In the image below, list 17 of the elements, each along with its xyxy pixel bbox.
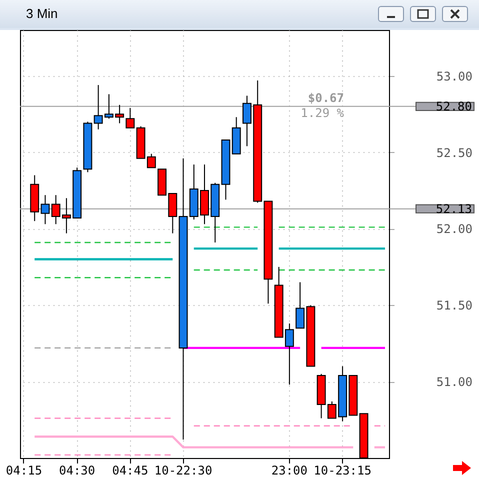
x-tick-label: 10-22:30 [154,464,212,478]
y-tick-label: 51.00 [436,375,472,390]
candlestick [126,107,135,128]
chart-title: 3 Min [26,6,58,21]
ref-line-label: 52.13 [436,202,472,216]
x-tick-label: 04:45 [112,464,148,478]
annotation: 1.29 % [300,106,345,120]
ref-line-label: 52.80 [436,99,472,114]
y-tick-label: 53.00 [436,69,472,84]
x-tick-label: 04:30 [59,464,96,478]
y-tick-label: 52.00 [436,222,472,236]
x-tick-label: 04:15 [6,464,42,478]
x-tick-label: 10-23:15 [314,464,372,478]
x-tick-label: 23:00 [271,464,308,478]
annotation: $0.67 [308,91,344,105]
y-tick-label: 52.50 [436,146,472,160]
y-tick-label: 51.50 [436,298,472,313]
